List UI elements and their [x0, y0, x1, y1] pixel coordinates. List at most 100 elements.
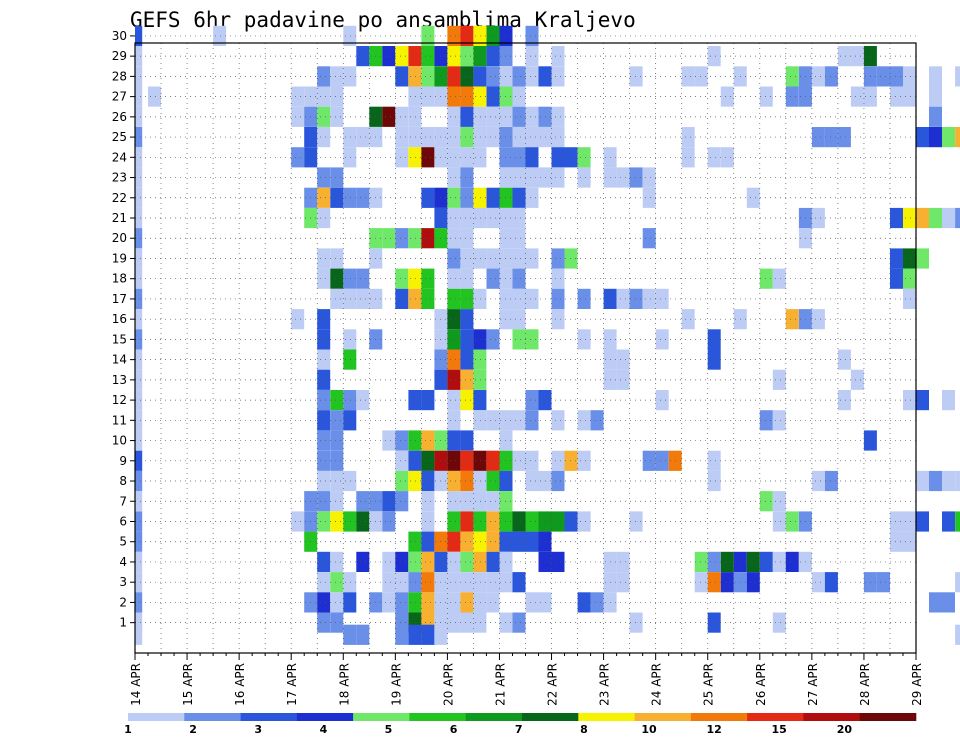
heatmap-cell — [616, 349, 630, 370]
heatmap-cell — [616, 551, 630, 572]
heatmap-cell — [707, 470, 721, 492]
heatmap-cell — [942, 470, 955, 492]
legend-swatch — [353, 713, 410, 721]
heatmap-cell — [356, 46, 370, 67]
heatmap-cell — [525, 46, 539, 67]
heatmap-cell — [824, 470, 838, 492]
heatmap-cell — [447, 491, 461, 512]
heatmap-cell — [421, 551, 435, 572]
heatmap-cell — [772, 612, 786, 633]
heatmap-cell — [135, 66, 143, 87]
heatmap-cell — [291, 511, 305, 532]
heatmap-cell — [473, 612, 487, 633]
heatmap-cell — [447, 390, 461, 411]
heatmap-cell — [486, 470, 500, 492]
heatmap-cell — [955, 66, 960, 87]
heatmap-cell — [486, 268, 500, 289]
heatmap-cell — [330, 288, 344, 309]
heatmap-cell — [473, 470, 487, 492]
legend-swatch — [128, 713, 185, 721]
heatmap-cell — [903, 531, 916, 552]
heatmap-cell — [135, 491, 143, 512]
heatmap-cell — [473, 46, 487, 67]
heatmap-cell — [460, 66, 474, 87]
heatmap-cell — [447, 288, 461, 309]
heatmap-cell — [343, 66, 357, 87]
heatmap-cell — [473, 207, 487, 229]
heatmap-cell — [512, 207, 526, 229]
heatmap-cell — [343, 268, 357, 289]
heatmap-cell — [629, 167, 643, 188]
heatmap-cell — [330, 612, 344, 633]
y-tick-label: 13 — [112, 373, 127, 387]
legend-label: 10 — [641, 723, 657, 736]
heatmap-cell — [135, 551, 143, 572]
heatmap-cell — [382, 430, 396, 451]
heatmap-cell — [551, 551, 565, 572]
heatmap-cell — [408, 46, 422, 67]
heatmap-cell — [955, 572, 960, 593]
legend-swatch — [859, 713, 917, 721]
heatmap-cell — [356, 288, 370, 309]
heatmap-cell — [460, 228, 474, 249]
heatmap-cell — [460, 470, 474, 492]
heatmap-cell — [942, 390, 955, 411]
heatmap-cell — [395, 268, 409, 289]
heatmap-cell — [343, 349, 357, 370]
heatmap-cell — [772, 551, 786, 572]
heatmap-cell — [824, 127, 838, 148]
heatmap-cell — [720, 86, 734, 107]
heatmap-cell — [317, 309, 331, 330]
heatmap-cell — [707, 572, 721, 593]
heatmap-cell — [408, 531, 422, 552]
heatmap-cell — [421, 572, 435, 593]
heatmap-cell — [447, 410, 461, 431]
heatmap-cell — [577, 511, 591, 532]
x-tick-label: 19 APR — [389, 663, 403, 706]
y-tick-label: 12 — [112, 393, 127, 407]
heatmap-cell — [447, 106, 461, 127]
heatmap-cell — [877, 66, 890, 87]
heatmap-cell — [590, 410, 604, 431]
heatmap-cell — [473, 551, 487, 572]
heatmap-cell — [460, 268, 474, 289]
heatmap-cell — [525, 592, 539, 613]
heatmap-cell — [408, 390, 422, 411]
heatmap-cell — [408, 572, 422, 593]
heatmap-cell — [694, 551, 708, 572]
heatmap-cell — [616, 167, 630, 188]
heatmap-cell — [395, 592, 409, 613]
heatmap-cell — [916, 207, 929, 229]
legend-swatch — [747, 713, 804, 721]
heatmap-cell — [486, 410, 500, 431]
legend-label: 1 — [124, 723, 132, 736]
heatmap-cell — [746, 551, 760, 572]
heatmap-cell — [447, 470, 461, 492]
heatmap-cell — [317, 369, 331, 390]
x-tick-label: 25 APR — [702, 663, 716, 706]
heatmap-cell — [850, 86, 864, 107]
heatmap-cell — [356, 127, 370, 148]
heatmap-cell — [850, 46, 864, 67]
heatmap-cell — [512, 106, 526, 127]
heatmap-cell — [447, 612, 461, 633]
heatmap-cell — [135, 268, 143, 289]
heatmap-cell — [447, 369, 461, 390]
heatmap-cell — [395, 470, 409, 492]
heatmap-cell — [330, 390, 344, 411]
y-tick-label: 20 — [112, 231, 127, 245]
heatmap-cell — [460, 309, 474, 330]
heatmap-cell — [707, 147, 721, 168]
heatmap-cell — [473, 25, 487, 46]
heatmap-cell — [655, 329, 669, 350]
heatmap-cell — [408, 430, 422, 451]
heatmap-cell — [916, 127, 929, 148]
heatmap-cell — [486, 511, 500, 532]
heatmap-cell — [408, 66, 422, 87]
heatmap-cell — [512, 572, 526, 593]
heatmap-cell — [473, 450, 487, 471]
heatmap-cell — [317, 491, 331, 512]
legend-swatch — [240, 713, 298, 721]
heatmap-cell — [525, 511, 539, 532]
